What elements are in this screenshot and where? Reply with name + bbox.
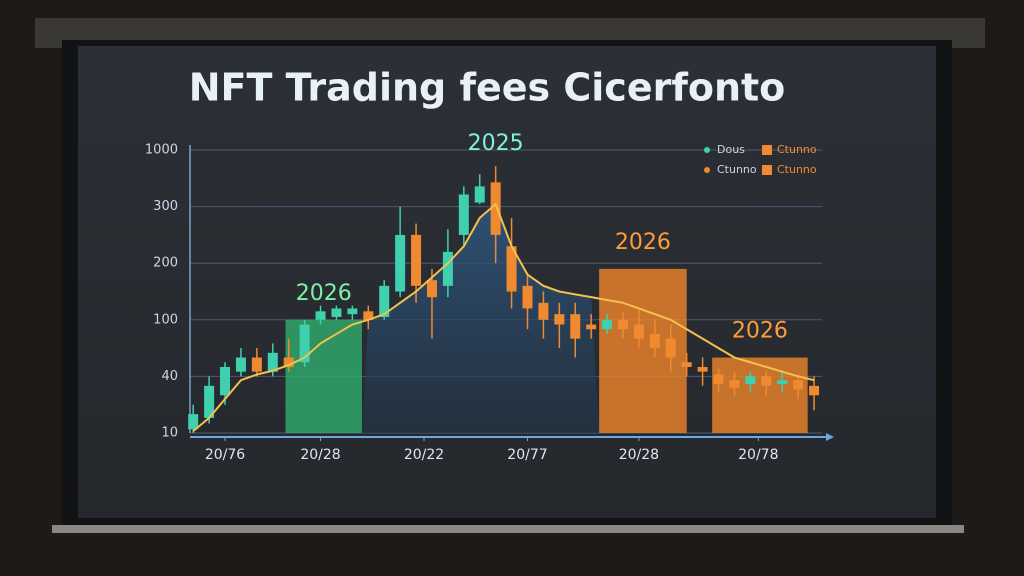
candle-body — [363, 311, 374, 320]
candle-body — [458, 194, 469, 235]
legend-label: Dous — [717, 143, 745, 156]
x-tick-label: 20/77 — [507, 447, 547, 463]
candle-body — [522, 285, 533, 309]
screen-bar — [52, 525, 964, 533]
legend-label: Ctunno — [777, 143, 817, 156]
candle-body — [649, 333, 660, 349]
highlight-bar — [285, 319, 362, 433]
highlight-label: 2026 — [615, 230, 671, 255]
candle-body — [554, 314, 565, 325]
candle-body — [315, 311, 326, 320]
candle-body — [426, 280, 437, 298]
candle-body — [713, 374, 724, 384]
candle-body — [442, 251, 453, 286]
candle-body — [602, 319, 613, 330]
candle-body — [729, 380, 740, 388]
highlight-label: 2026 — [732, 319, 788, 344]
candle-body — [474, 186, 485, 203]
x-tick-label: 20/76 — [205, 447, 245, 463]
y-tick-label: 300 — [153, 199, 178, 214]
candle-body — [395, 234, 406, 292]
x-tick-label: 20/28 — [619, 447, 659, 463]
legend-swatch — [762, 145, 772, 155]
y-tick-label: 200 — [153, 256, 178, 271]
candle-body — [220, 366, 231, 396]
candle-body — [331, 308, 342, 317]
candle-body — [251, 357, 262, 372]
y-tick-label: 10 — [161, 426, 178, 441]
x-axis-arrow — [826, 433, 834, 441]
legend-swatch — [762, 165, 772, 175]
candle-body — [299, 324, 310, 363]
legend-label: Ctunno — [777, 163, 817, 176]
candle-body — [411, 234, 422, 286]
highlight-label: 2026 — [296, 281, 352, 306]
candle-body — [586, 324, 597, 330]
candle-body — [761, 376, 772, 386]
candle-body — [490, 182, 501, 235]
candle-body — [347, 308, 358, 315]
highlight-bar — [712, 357, 808, 433]
x-tick-label: 20/22 — [404, 447, 444, 463]
trend-area — [361, 204, 600, 433]
candle-body — [777, 380, 788, 384]
legend-dot — [704, 167, 710, 173]
legend-label: Ctunno — [717, 163, 757, 176]
candle-body — [745, 376, 756, 384]
candle-body — [379, 285, 390, 317]
candle-body — [235, 357, 246, 372]
candle-body — [204, 385, 215, 418]
candle-body — [665, 338, 676, 358]
candle-body — [681, 362, 692, 367]
candle-body — [809, 385, 820, 396]
candle-body — [793, 380, 804, 390]
candle-body — [283, 357, 294, 367]
plot: 10 40 100 200 300 1000 20/76 20/28 20/22 20/77 20/… — [145, 131, 834, 463]
legend-dot — [704, 147, 710, 153]
candle-body — [633, 324, 644, 339]
y-tick-label: 40 — [161, 369, 178, 384]
x-tick-label: 20/28 — [300, 447, 340, 463]
candle-body — [618, 319, 629, 330]
y-tick-label: 1000 — [145, 143, 178, 158]
candle-body — [506, 246, 517, 292]
candle-body — [267, 352, 278, 372]
candle-body — [538, 302, 549, 320]
candle-body — [188, 414, 199, 430]
trend-line — [192, 202, 815, 432]
x-tick-label: 20/78 — [738, 447, 778, 463]
candle-body — [570, 314, 581, 339]
candle-body — [697, 366, 708, 372]
y-tick-label: 100 — [153, 312, 178, 327]
chart-title: NFT Trading fees Cicerfonto — [189, 66, 786, 110]
peak-label: 2025 — [468, 131, 524, 156]
